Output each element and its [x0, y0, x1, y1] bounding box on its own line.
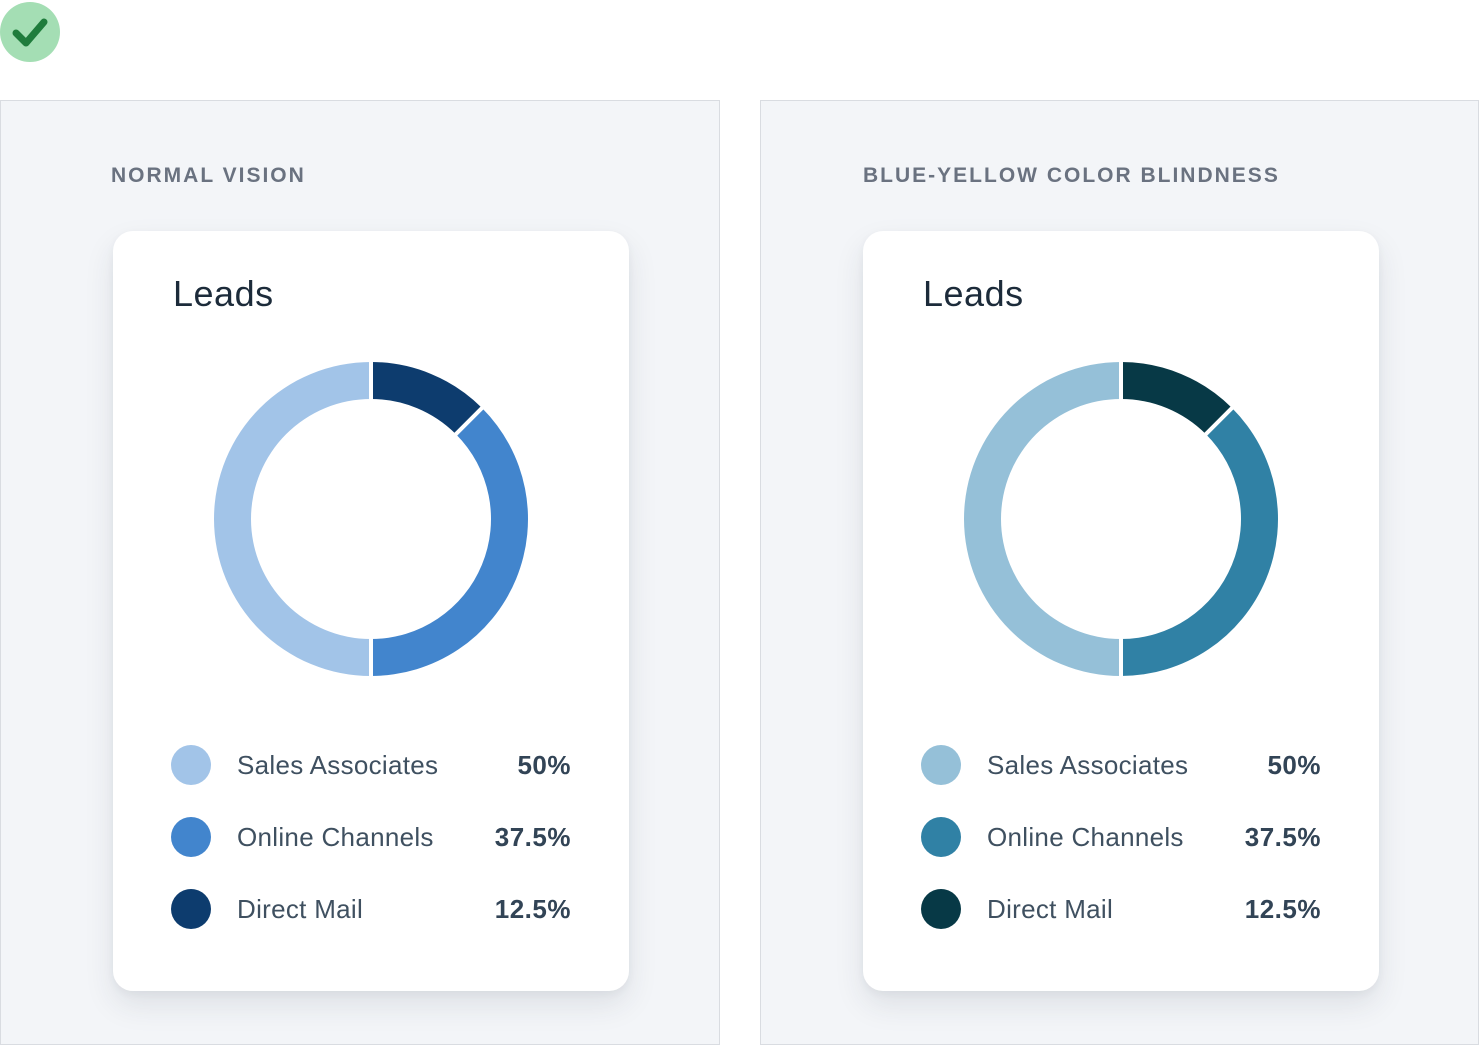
legend-label: Sales Associates	[987, 749, 1189, 780]
chart-legend: Sales Associates 50% Online Channels 37.…	[921, 745, 1321, 929]
legend-percent: 12.5%	[494, 893, 571, 924]
success-check-badge	[0, 2, 60, 62]
legend-row: Sales Associates 50%	[921, 745, 1321, 785]
legend-label: Direct Mail	[237, 893, 364, 924]
donut-chart	[961, 357, 1281, 681]
legend-label: Online Channels	[987, 821, 1184, 852]
legend-label: Online Channels	[237, 821, 434, 852]
legend-dot-icon	[921, 817, 961, 857]
legend-dot-icon	[171, 745, 211, 785]
card-title: Leads	[173, 273, 274, 314]
leads-card: Leads Sales Associates 50% Online Channe…	[113, 231, 629, 991]
legend-percent: 12.5%	[1244, 893, 1321, 924]
legend-row: Online Channels 37.5%	[921, 817, 1321, 857]
legend-row: Direct Mail 12.5%	[171, 889, 571, 929]
leads-card: Leads Sales Associates 50% Online Channe…	[863, 231, 1379, 991]
legend-dot-icon	[171, 889, 211, 929]
legend-percent: 50%	[517, 749, 571, 780]
section-label: NORMAL VISION	[111, 164, 306, 187]
panel-blue-yellow-color-blindness: BLUE-YELLOW COLOR BLINDNESS Leads Sales …	[760, 100, 1479, 1045]
panel-normal-vision: NORMAL VISION Leads Sales Associates 50%…	[0, 100, 720, 1045]
legend-row: Sales Associates 50%	[171, 745, 571, 785]
legend-label: Direct Mail	[987, 893, 1114, 924]
legend-dot-icon	[921, 745, 961, 785]
legend-percent: 50%	[1267, 749, 1321, 780]
section-label: BLUE-YELLOW COLOR BLINDNESS	[863, 164, 1280, 187]
legend-row: Direct Mail 12.5%	[921, 889, 1321, 929]
legend-dot-icon	[921, 889, 961, 929]
legend-percent: 37.5%	[1244, 821, 1321, 852]
legend-label: Sales Associates	[237, 749, 439, 780]
chart-legend: Sales Associates 50% Online Channels 37.…	[171, 745, 571, 929]
legend-row: Online Channels 37.5%	[171, 817, 571, 857]
checkmark-icon	[0, 2, 60, 62]
legend-percent: 37.5%	[494, 821, 571, 852]
legend-dot-icon	[171, 817, 211, 857]
card-title: Leads	[923, 273, 1024, 314]
donut-chart	[211, 357, 531, 681]
